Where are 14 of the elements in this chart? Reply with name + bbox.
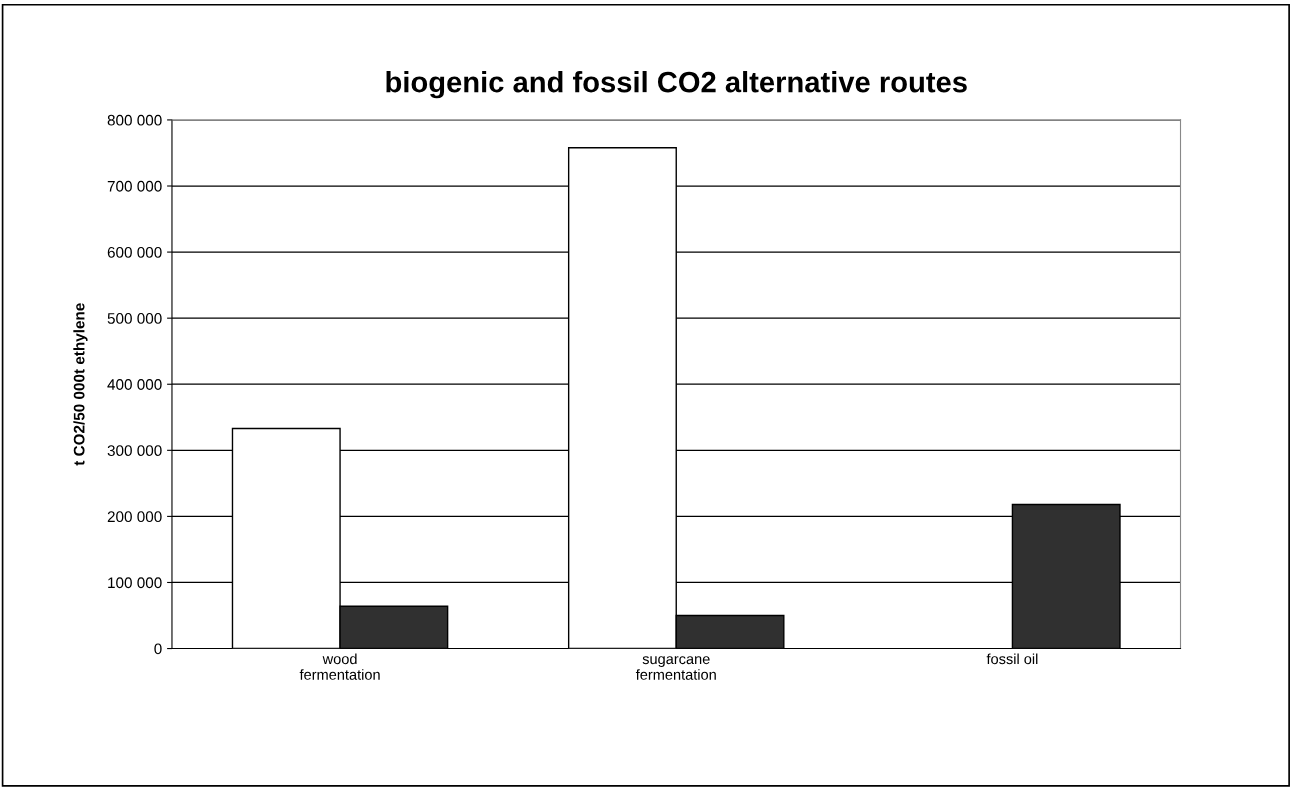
y-tick-label: 200 000 bbox=[107, 511, 162, 523]
y-tick-label: 300 000 bbox=[107, 445, 162, 457]
y-tick-label: 600 000 bbox=[107, 246, 162, 258]
y-axis-title: t CO2/50 000t ethylene bbox=[73, 303, 88, 466]
y-tick-label: 500 000 bbox=[107, 313, 162, 324]
y-tick-label: 700 000 bbox=[107, 180, 162, 192]
x-tick-label: fossil oil bbox=[986, 653, 1038, 665]
y-tick-label: 400 000 bbox=[107, 379, 162, 390]
y-tick-label: 100 000 bbox=[108, 577, 162, 589]
x-tick-label: sugarcane fermentation bbox=[635, 656, 716, 680]
chart-title: biogenic and fossil CO2 alternative routes bbox=[386, 71, 967, 99]
x-tick-label: wood fermentation bbox=[299, 653, 380, 680]
y-tick-label: 800 000 bbox=[107, 114, 162, 126]
y-tick-label: 0 bbox=[154, 643, 162, 655]
